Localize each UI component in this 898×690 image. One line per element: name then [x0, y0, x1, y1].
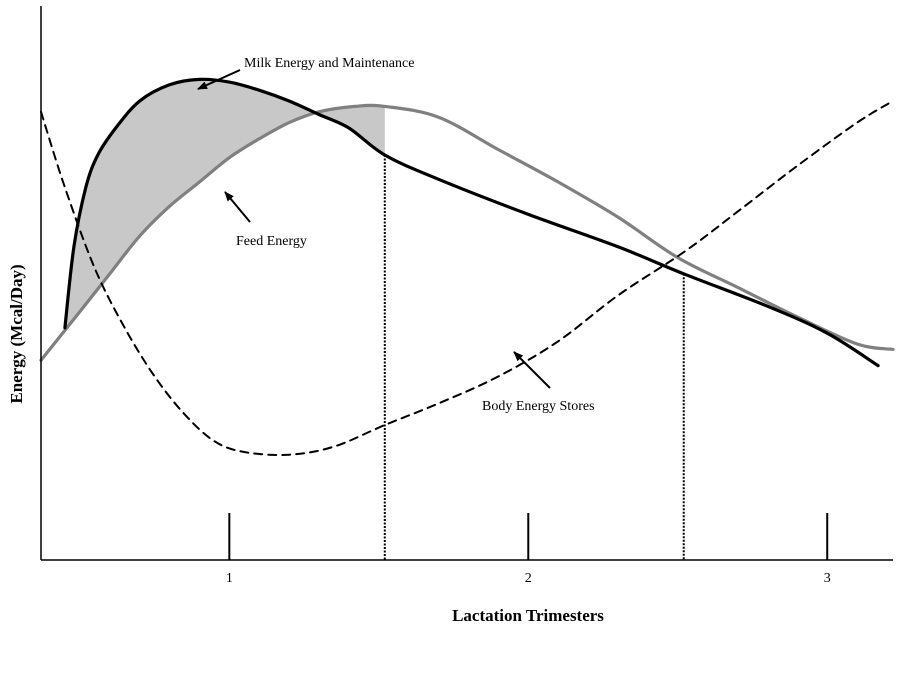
annotation-body-energy: Body Energy Stores: [482, 399, 595, 414]
series-line-feed-energy: [39, 103, 895, 362]
series-line-milk-energy-and-maintenance: [63, 77, 880, 368]
x-tick-label-3: 3: [824, 571, 831, 586]
x-tick-label-1: 1: [226, 571, 233, 586]
annotation-feed-energy: Feed Energy: [236, 234, 307, 249]
annotation-body-energy-arrow: [513, 351, 551, 389]
x-axis-title: Lactation Trimesters: [452, 606, 604, 625]
annotation-milk-energy-arrow: [197, 69, 241, 90]
shaded-energy-deficit-region: [64, 79, 385, 331]
annotation-milk-energy: Milk Energy and Maintenance: [244, 56, 414, 71]
x-tick-label-2: 2: [525, 571, 532, 586]
annotation-feed-energy-arrow: [224, 191, 251, 223]
series-line-body-energy-stores: [40, 100, 894, 456]
y-axis-title: Energy (Mcal/Day): [7, 264, 26, 403]
